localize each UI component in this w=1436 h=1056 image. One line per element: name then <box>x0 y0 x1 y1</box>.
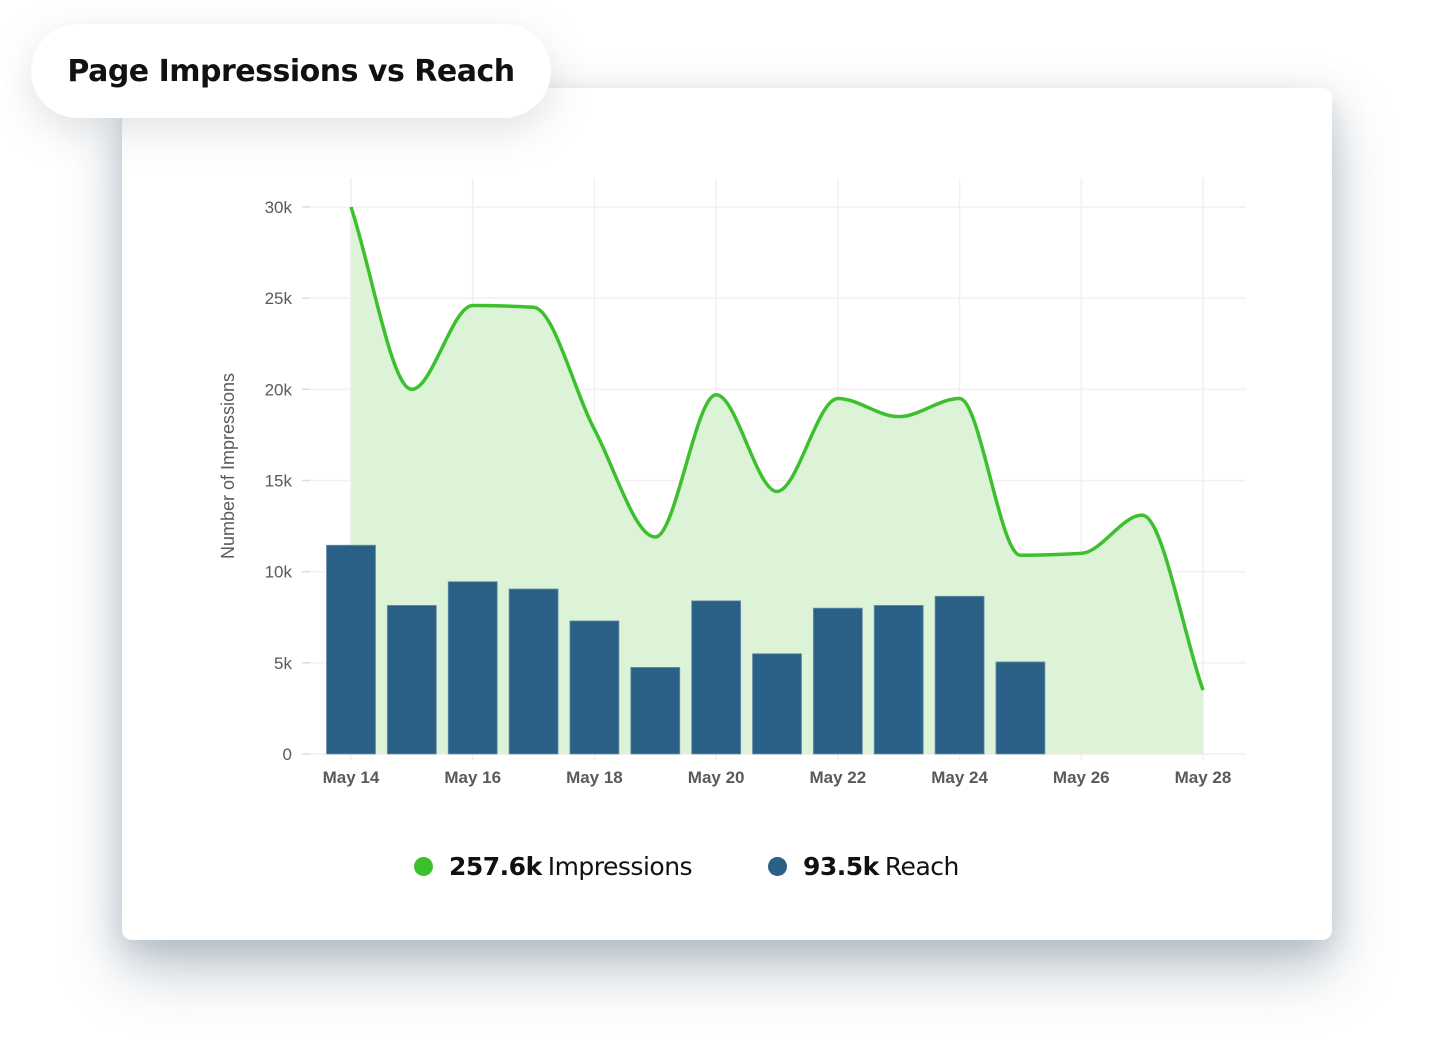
x-tick-labels: May 14 May 16 May 18 May 20 May 22 May 24 May … <box>323 768 1232 787</box>
legend-item-reach[interactable]: 93.5k Reach <box>768 846 959 886</box>
reach-bar <box>630 666 681 755</box>
y-tick-label: 10k <box>265 563 293 582</box>
impressions-area <box>351 207 1203 754</box>
x-tick-label: May 24 <box>931 768 988 787</box>
reach-dot-icon <box>768 856 787 876</box>
reach-bar-layer <box>326 544 1046 755</box>
x-tick-label: May 16 <box>444 768 501 787</box>
y-tick-label: 25k <box>265 289 293 308</box>
y-tick-label: 20k <box>265 380 293 399</box>
reach-bar <box>691 600 742 755</box>
legend: 257.6k Impressions 93.5k Reach <box>0 846 1436 886</box>
impressions-line-layer <box>349 206 1205 691</box>
x-tick-label: May 18 <box>566 768 623 787</box>
legend-reach-name: Reach <box>884 851 960 881</box>
y-tick-labels: 0 5k 10k 15k 20k 25k 30k <box>265 198 293 764</box>
legend-reach-value: 93.5k <box>803 851 879 881</box>
impressions-dot-icon <box>414 856 433 876</box>
x-tick-label: May 26 <box>1053 768 1110 787</box>
y-tick-label: 30k <box>265 198 293 217</box>
reach-bar <box>508 588 559 755</box>
x-tick-label: May 28 <box>1175 768 1232 787</box>
reach-bar <box>447 581 498 755</box>
y-axis-title: Number of Impressions <box>218 373 238 559</box>
reach-bar <box>934 595 985 755</box>
reach-bar <box>812 607 863 755</box>
x-tick-label: May 20 <box>688 768 745 787</box>
y-tick-label: 5k <box>274 654 292 673</box>
legend-item-impressions[interactable]: 257.6k Impressions <box>414 846 693 886</box>
x-tick-label: May 14 <box>323 768 380 787</box>
reach-bar <box>326 544 376 755</box>
legend-impressions-name: Impressions <box>547 851 693 881</box>
x-tick-label: May 22 <box>810 768 867 787</box>
reach-bar <box>752 653 802 755</box>
title-pill: Page Impressions vs Reach <box>31 24 551 118</box>
reach-bar <box>873 604 924 755</box>
y-tick-label: 15k <box>265 472 293 491</box>
chart-title: Page Impressions vs Reach <box>67 53 515 89</box>
impressions-line <box>349 206 1205 691</box>
reach-bar <box>995 661 1046 755</box>
reach-bar <box>386 604 437 755</box>
impressions-area-layer <box>351 207 1203 754</box>
reach-bar <box>569 620 620 755</box>
y-tick-label: 0 <box>283 745 292 764</box>
legend-impressions-value: 257.6k <box>449 851 542 881</box>
